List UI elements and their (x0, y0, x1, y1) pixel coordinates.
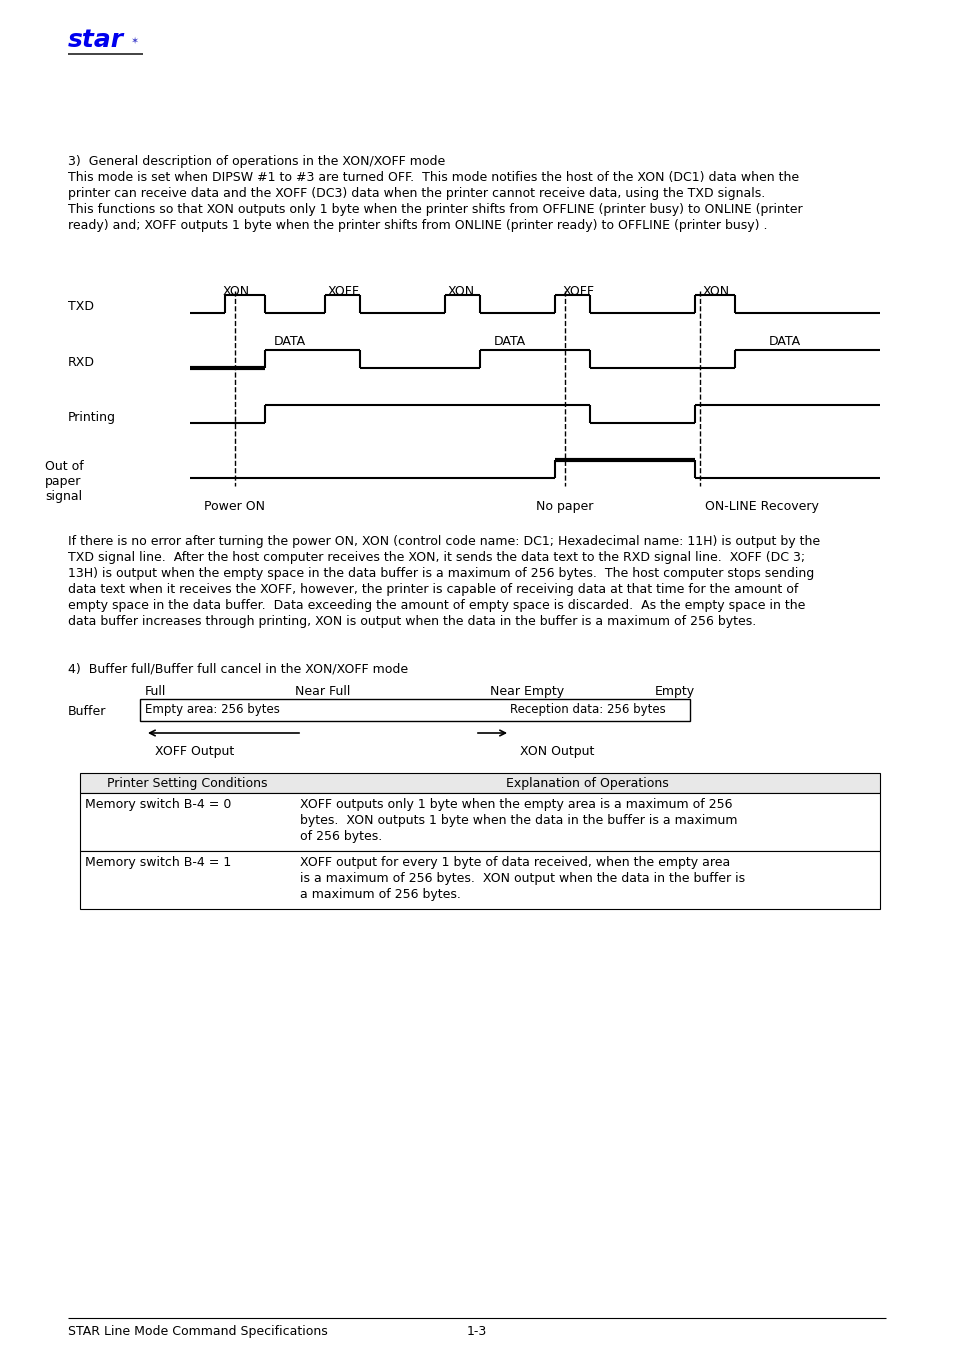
Text: Printing: Printing (68, 411, 116, 423)
Text: Near Full: Near Full (294, 685, 350, 698)
Text: XON: XON (702, 285, 729, 299)
Text: printer can receive data and the XOFF (DC3) data when the printer cannot receive: printer can receive data and the XOFF (D… (68, 186, 764, 200)
Text: ON-LINE Recovery: ON-LINE Recovery (704, 500, 818, 513)
Text: Out of
paper
signal: Out of paper signal (45, 459, 84, 503)
Bar (80, 851, 879, 909)
Text: XON: XON (448, 285, 475, 299)
Text: This mode is set when DIPSW #1 to #3 are turned OFF.  This mode notifies the hos: This mode is set when DIPSW #1 to #3 are… (68, 172, 799, 184)
Text: Reception data: 256 bytes: Reception data: 256 bytes (510, 703, 665, 716)
Text: XOFF output for every 1 byte of data received, when the empty area: XOFF output for every 1 byte of data rec… (299, 857, 729, 869)
Text: data buffer increases through printing, XON is output when the data in the buffe: data buffer increases through printing, … (68, 615, 756, 628)
Bar (80, 793, 879, 851)
Text: Empty: Empty (655, 685, 695, 698)
Text: 4)  Buffer full/Buffer full cancel in the XON/XOFF mode: 4) Buffer full/Buffer full cancel in the… (68, 663, 408, 676)
Text: Memory switch B-4 = 1: Memory switch B-4 = 1 (85, 857, 231, 869)
Text: of 256 bytes.: of 256 bytes. (299, 830, 382, 843)
Text: Empty area: 256 bytes: Empty area: 256 bytes (145, 703, 279, 716)
Text: star: star (68, 28, 124, 51)
Text: Printer Setting Conditions: Printer Setting Conditions (107, 777, 267, 790)
Text: is a maximum of 256 bytes.  XON output when the data in the buffer is: is a maximum of 256 bytes. XON output wh… (299, 871, 744, 885)
Text: ✶: ✶ (130, 36, 138, 46)
Text: DATA: DATA (494, 335, 525, 349)
Text: 3)  General description of operations in the XON/XOFF mode: 3) General description of operations in … (68, 155, 445, 168)
Text: ready) and; XOFF outputs 1 byte when the printer shifts from ONLINE (printer rea: ready) and; XOFF outputs 1 byte when the… (68, 219, 767, 232)
Text: TXD signal line.  After the host computer receives the XON, it sends the data te: TXD signal line. After the host computer… (68, 551, 804, 563)
Text: Power ON: Power ON (204, 500, 265, 513)
Text: Near Empty: Near Empty (490, 685, 563, 698)
Text: Explanation of Operations: Explanation of Operations (505, 777, 668, 790)
Text: Memory switch B-4 = 0: Memory switch B-4 = 0 (85, 798, 232, 811)
Text: DATA: DATA (274, 335, 306, 349)
Text: STAR Line Mode Command Specifications: STAR Line Mode Command Specifications (68, 1325, 328, 1337)
Text: a maximum of 256 bytes.: a maximum of 256 bytes. (299, 888, 460, 901)
Text: XON Output: XON Output (519, 744, 594, 758)
Text: empty space in the data buffer.  Data exceeding the amount of empty space is dis: empty space in the data buffer. Data exc… (68, 598, 804, 612)
Text: XOFF: XOFF (562, 285, 595, 299)
Text: RXD: RXD (68, 355, 95, 369)
Text: 13H) is output when the empty space in the data buffer is a maximum of 256 bytes: 13H) is output when the empty space in t… (68, 567, 814, 580)
Text: Buffer: Buffer (68, 705, 107, 717)
Text: XON: XON (223, 285, 250, 299)
Text: If there is no error after turning the power ON, XON (control code name: DC1; He: If there is no error after turning the p… (68, 535, 820, 549)
Text: XOFF outputs only 1 byte when the empty area is a maximum of 256: XOFF outputs only 1 byte when the empty … (299, 798, 732, 811)
Text: 1-3: 1-3 (466, 1325, 487, 1337)
Text: XOFF: XOFF (328, 285, 359, 299)
Bar (140, 698, 689, 721)
Text: TXD: TXD (68, 300, 94, 313)
Text: Full: Full (145, 685, 166, 698)
Text: DATA: DATA (768, 335, 801, 349)
Text: No paper: No paper (536, 500, 593, 513)
Text: XOFF Output: XOFF Output (154, 744, 234, 758)
Bar (80, 773, 879, 793)
Text: bytes.  XON outputs 1 byte when the data in the buffer is a maximum: bytes. XON outputs 1 byte when the data … (299, 815, 737, 827)
Text: This functions so that XON outputs only 1 byte when the printer shifts from OFFL: This functions so that XON outputs only … (68, 203, 801, 216)
Text: data text when it receives the XOFF, however, the printer is capable of receivin: data text when it receives the XOFF, how… (68, 584, 798, 596)
